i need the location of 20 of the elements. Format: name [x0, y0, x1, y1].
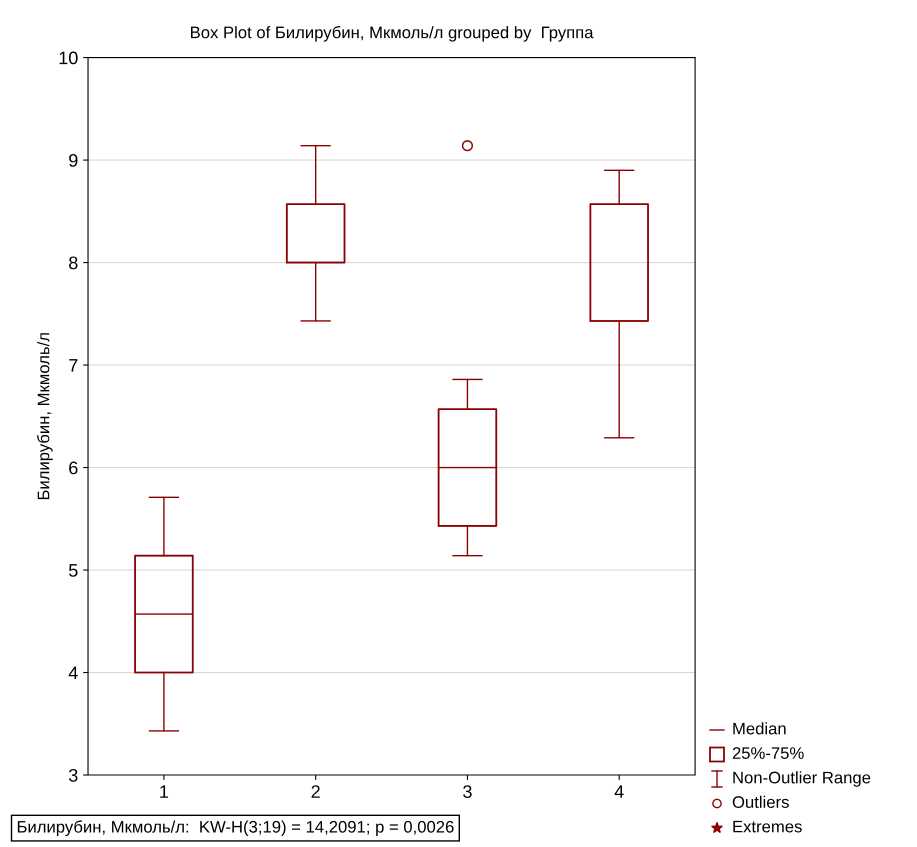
x-tick-label: 4 — [614, 785, 624, 798]
y-tick-label: 7 — [69, 359, 78, 372]
y-axis-title: Билирубин, Мкмоль/л — [36, 333, 53, 500]
y-tick-label: 10 — [60, 52, 78, 64]
y-tick-label: 9 — [69, 154, 78, 167]
chart-title: Box Plot of Билирубин, Мкмоль/л grouped by Группа — [191, 26, 594, 42]
y-tick-label: 4 — [68, 666, 78, 680]
y-tick-label: 6 — [69, 461, 78, 474]
text: Extremes — [733, 820, 802, 832]
x-tick-label: 3 — [463, 785, 472, 798]
y-tick-label: 8 — [69, 256, 78, 270]
text: 25%-75% — [732, 747, 804, 759]
text: Билирубин, Мкмоль/л: KW-H(3;19) = 14,2091; p = 0,0026 — [18, 820, 454, 836]
text: Outliers — [732, 796, 789, 808]
x-tick-label: 2 — [312, 785, 320, 798]
text: Non-Outlier Range — [733, 771, 870, 787]
y-tick-label: 5 — [68, 564, 78, 577]
x-tick-label: 1 — [160, 785, 168, 798]
y-tick-label: 3 — [68, 768, 78, 782]
text: Median — [733, 722, 786, 734]
